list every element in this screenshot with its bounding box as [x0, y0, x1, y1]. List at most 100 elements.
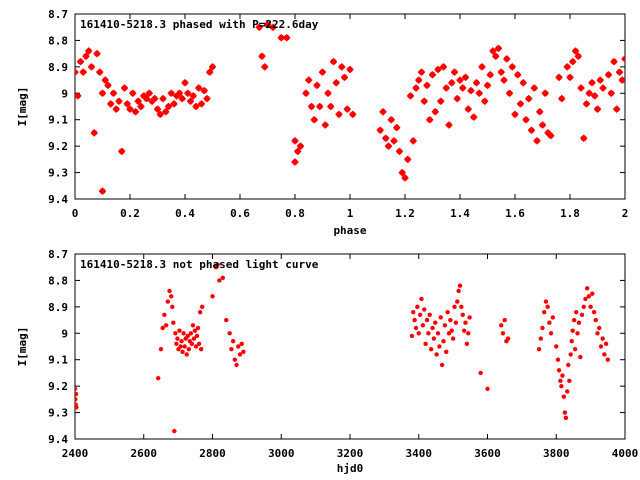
data-point-cross [151, 95, 159, 103]
data-point [189, 341, 195, 347]
data-point-cross [195, 84, 203, 92]
x-tick-label: 1.8 [560, 207, 580, 220]
data-point [215, 262, 220, 267]
data-point-cross [189, 92, 197, 100]
data-point [220, 275, 226, 280]
data-point [422, 307, 427, 312]
data-point-cross [426, 116, 434, 124]
data-point [602, 352, 607, 357]
data-point [433, 320, 438, 325]
data-point-cross [341, 73, 348, 81]
data-point-cross [607, 89, 615, 97]
data-point-cross [459, 84, 467, 92]
data-point-cross [346, 66, 354, 73]
data-point [416, 331, 421, 336]
data-point [75, 397, 78, 402]
data-point-cross [143, 95, 150, 103]
data-point [184, 352, 189, 357]
data-point-cross [82, 52, 90, 60]
data-point-cross [572, 47, 579, 55]
data-point [224, 317, 229, 323]
data-point [568, 352, 573, 357]
data-point-cross [203, 95, 211, 103]
x-tick-label: 2800 [199, 447, 226, 460]
data-point [460, 312, 465, 317]
data-point-cross [541, 89, 549, 97]
data-point-cross [376, 126, 384, 134]
data-point [545, 304, 550, 310]
data-point-cross [393, 124, 401, 132]
data-point [603, 341, 609, 347]
data-point [437, 344, 442, 349]
data-point [234, 362, 239, 368]
data-point-cross [261, 63, 269, 71]
data-point-cross [511, 110, 519, 118]
data-point [171, 320, 176, 325]
y-axis-label: I[mag] [16, 327, 29, 367]
y-tick-label: 9.2 [48, 380, 68, 393]
data-point-cross [129, 89, 137, 97]
data-point [196, 341, 202, 347]
data-point [210, 294, 215, 299]
data-point-cross [497, 68, 505, 76]
data-point-cross [75, 68, 79, 76]
data-point [177, 328, 182, 333]
data-point [583, 296, 588, 302]
data-point-cross [442, 84, 450, 92]
data-point-cross [167, 89, 175, 97]
y-tick-label: 9.4 [48, 433, 68, 446]
data-point [162, 312, 167, 317]
y-tick-label: 9 [61, 87, 68, 100]
data-point-cross [85, 47, 93, 55]
data-point [478, 370, 483, 376]
data-point [540, 325, 545, 331]
data-point [554, 344, 559, 349]
data-point [598, 344, 604, 349]
data-point-cross [269, 23, 277, 31]
data-point-cross [437, 97, 445, 105]
x-tick-label: 1.6 [505, 207, 525, 220]
data-point [581, 304, 586, 310]
data-point [412, 317, 417, 323]
y-axis-label: I[mag] [16, 87, 29, 127]
data-point-cross [382, 134, 390, 142]
data-point [435, 331, 441, 336]
data-point [75, 386, 78, 391]
data-point-cross [96, 68, 104, 76]
data-point-cross [451, 68, 458, 76]
data-point [449, 328, 454, 333]
data-point-cross [390, 137, 398, 145]
data-point-cross [431, 108, 439, 116]
y-tick-label: 8.9 [48, 61, 68, 74]
data-point [419, 296, 424, 302]
data-point-cross [297, 142, 304, 150]
data-point [595, 331, 600, 336]
data-point [411, 309, 416, 315]
x-tick-label: 0.8 [285, 207, 305, 220]
data-point-cross [349, 110, 357, 118]
data-point-cross [99, 89, 106, 97]
data-point-cross [533, 137, 541, 145]
x-axis-label: phase [333, 224, 366, 237]
data-point-cross [184, 89, 192, 97]
data-point [181, 331, 186, 336]
data-point [241, 349, 246, 354]
data-point-cross [132, 108, 139, 116]
data-point-cross [407, 92, 414, 100]
data-point-cross [420, 97, 428, 105]
x-tick-label: 4000 [612, 447, 639, 460]
data-point-cross [478, 63, 486, 71]
data-point [167, 288, 172, 294]
data-point [426, 331, 431, 336]
data-point [463, 320, 468, 325]
data-point-cross [313, 81, 321, 89]
data-point-cross [563, 63, 571, 71]
data-point [424, 317, 430, 323]
x-tick-label: 3200 [337, 447, 364, 460]
data-point-cross [126, 105, 134, 113]
data-point [485, 386, 490, 391]
data-point [578, 354, 583, 360]
data-point-cross [343, 105, 351, 113]
data-point [227, 331, 232, 336]
data-point [186, 346, 191, 352]
